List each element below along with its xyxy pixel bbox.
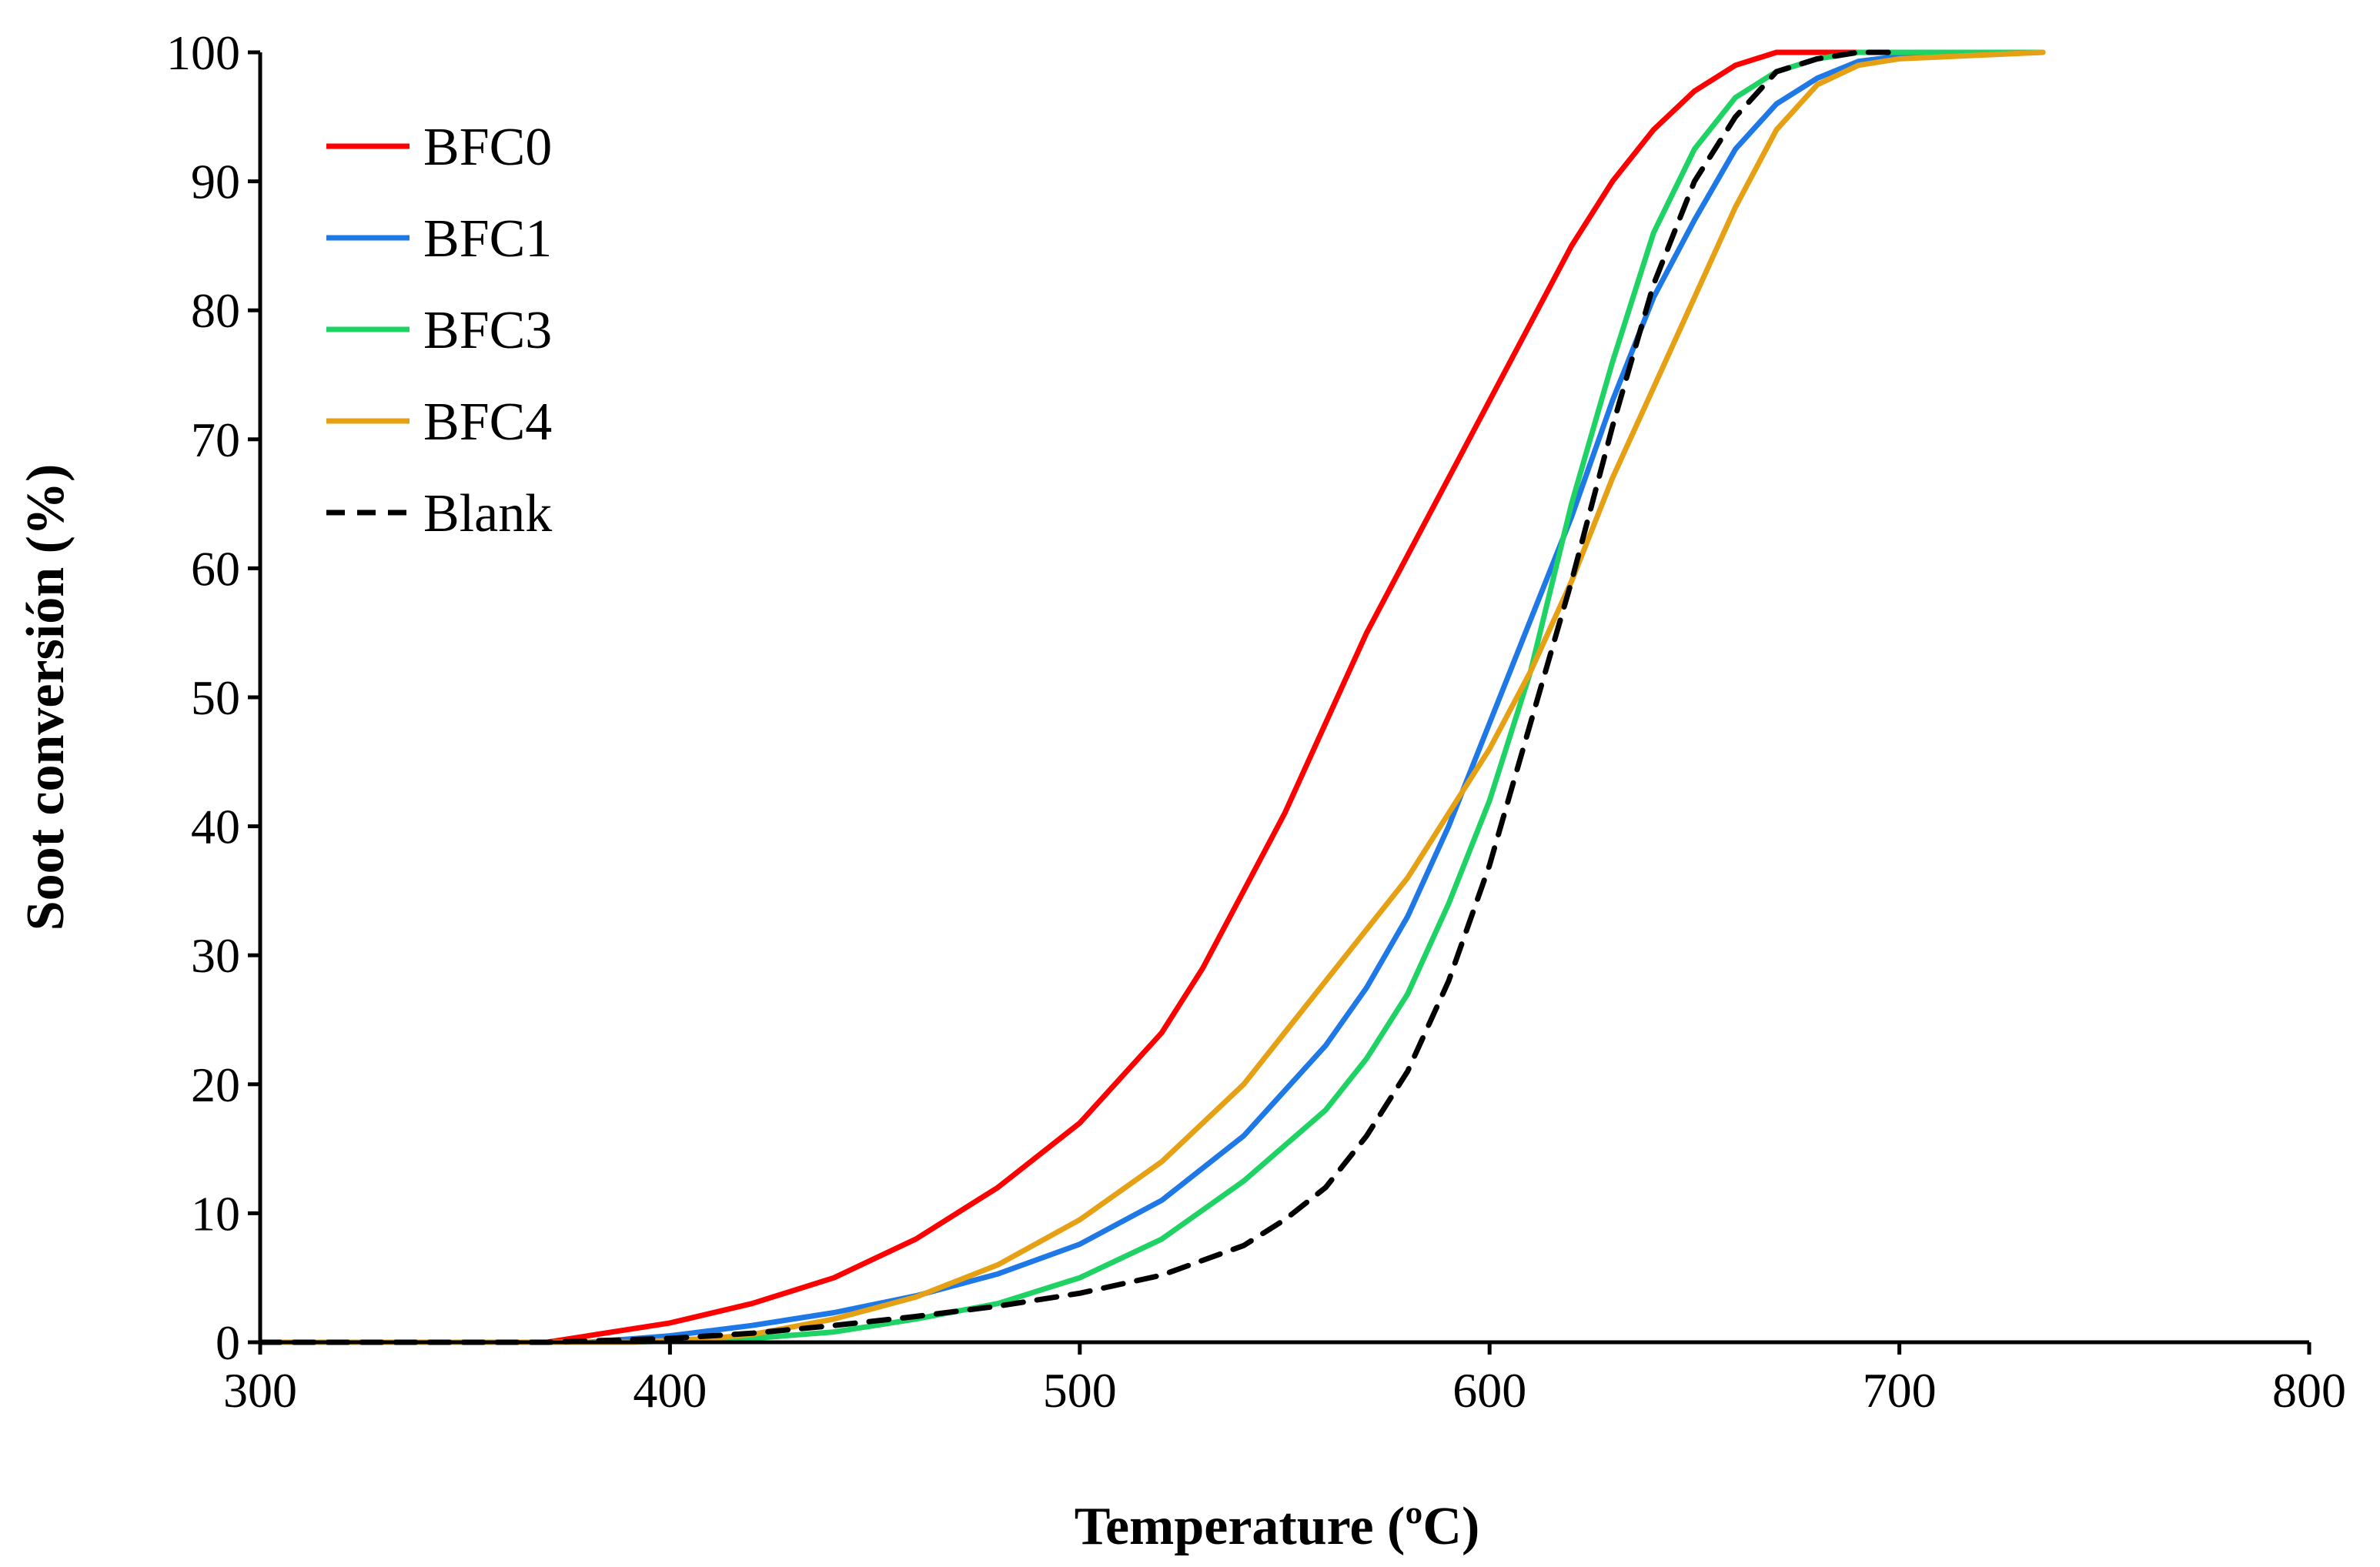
- series-layer: [257, 49, 2046, 1345]
- legend-label-blank: Blank: [423, 484, 552, 543]
- x-tick-label: 800: [2272, 1363, 2346, 1418]
- y-tick-label: 40: [191, 800, 240, 854]
- series-line-bfc4: [257, 49, 2046, 1345]
- y-tick-label: 100: [166, 25, 240, 80]
- x-tick-label: 700: [1863, 1363, 1937, 1418]
- y-tick-label: 0: [216, 1315, 240, 1370]
- x-ticks: 300 400 500 600 700 800: [223, 1342, 2346, 1418]
- x-tick-label: 300: [223, 1363, 297, 1418]
- legend: BFC0 BFC1 BFC3 BFC4 Blank: [326, 118, 552, 543]
- series-line-bfc1: [257, 49, 2046, 1345]
- y-tick-label: 80: [191, 283, 240, 338]
- y-tick-label: 50: [191, 670, 240, 725]
- series-line-bfc0: [257, 49, 2046, 1345]
- legend-label-bfc1: BFC1: [423, 209, 552, 269]
- y-tick-label: 20: [191, 1057, 240, 1112]
- legend-label-bfc0: BFC0: [423, 118, 552, 177]
- y-tick-label: 60: [191, 541, 240, 596]
- y-tick-label: 10: [191, 1186, 240, 1241]
- legend-label-bfc3: BFC3: [423, 301, 552, 360]
- x-tick-label: 500: [1043, 1363, 1117, 1418]
- x-tick-label: 600: [1452, 1363, 1526, 1418]
- legend-label-bfc4: BFC4: [423, 393, 552, 452]
- y-axis-title: Soot conversión (%): [16, 464, 75, 931]
- series-line-blank: [257, 49, 1903, 1345]
- y-tick-label: 90: [191, 155, 240, 209]
- y-tick-label: 70: [191, 413, 240, 467]
- y-tick-label: 30: [191, 928, 240, 983]
- x-tick-label: 400: [633, 1363, 707, 1418]
- y-ticks: 0 10 20 30 40 50 60 70 80 90 100: [166, 25, 260, 1370]
- x-axis-title: Temperature (ºC): [1075, 1497, 1480, 1556]
